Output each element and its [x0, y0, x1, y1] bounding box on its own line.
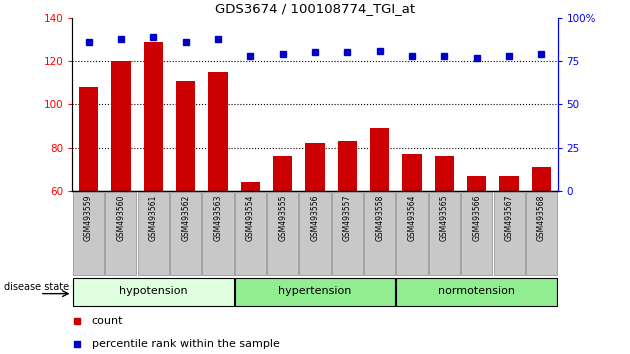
- Bar: [435, 156, 454, 191]
- Text: GSM493561: GSM493561: [149, 195, 158, 241]
- Text: hypotension: hypotension: [119, 286, 188, 296]
- Text: GSM493568: GSM493568: [537, 195, 546, 241]
- Bar: [73, 192, 104, 275]
- Bar: [112, 61, 130, 191]
- Text: normotension: normotension: [438, 286, 515, 296]
- Text: GSM493565: GSM493565: [440, 195, 449, 241]
- Bar: [306, 143, 324, 191]
- Bar: [176, 81, 195, 191]
- Bar: [467, 176, 486, 191]
- Bar: [144, 41, 163, 191]
- Text: GSM493559: GSM493559: [84, 195, 93, 241]
- Text: GSM493563: GSM493563: [214, 195, 222, 241]
- Text: GSM493566: GSM493566: [472, 195, 481, 241]
- Text: GSM493567: GSM493567: [505, 195, 513, 241]
- Bar: [403, 154, 421, 191]
- Bar: [370, 128, 389, 191]
- Text: disease state: disease state: [4, 282, 69, 292]
- Text: GSM493554: GSM493554: [246, 195, 255, 241]
- Bar: [429, 192, 460, 275]
- Text: GSM493564: GSM493564: [408, 195, 416, 241]
- Bar: [79, 87, 98, 191]
- Text: GSM493562: GSM493562: [181, 195, 190, 241]
- Bar: [500, 176, 518, 191]
- Bar: [461, 192, 492, 275]
- Text: percentile rank within the sample: percentile rank within the sample: [92, 339, 280, 349]
- Bar: [493, 192, 525, 275]
- Bar: [396, 192, 428, 275]
- Text: hypertension: hypertension: [278, 286, 352, 296]
- Bar: [73, 278, 234, 306]
- Bar: [338, 141, 357, 191]
- Bar: [235, 192, 266, 275]
- Text: GSM493560: GSM493560: [117, 195, 125, 241]
- Text: GSM493558: GSM493558: [375, 195, 384, 241]
- Bar: [396, 278, 557, 306]
- Bar: [267, 192, 298, 275]
- Bar: [209, 72, 227, 191]
- Text: count: count: [92, 316, 123, 326]
- Bar: [170, 192, 201, 275]
- Bar: [235, 278, 395, 306]
- Text: GSM493557: GSM493557: [343, 195, 352, 241]
- Bar: [299, 192, 331, 275]
- Bar: [332, 192, 363, 275]
- Text: GSM493556: GSM493556: [311, 195, 319, 241]
- Title: GDS3674 / 100108774_TGI_at: GDS3674 / 100108774_TGI_at: [215, 2, 415, 15]
- Bar: [105, 192, 137, 275]
- Bar: [364, 192, 395, 275]
- Bar: [202, 192, 234, 275]
- Bar: [526, 192, 557, 275]
- Text: GSM493555: GSM493555: [278, 195, 287, 241]
- Bar: [138, 192, 169, 275]
- Bar: [241, 183, 260, 191]
- Bar: [273, 156, 292, 191]
- Bar: [532, 167, 551, 191]
